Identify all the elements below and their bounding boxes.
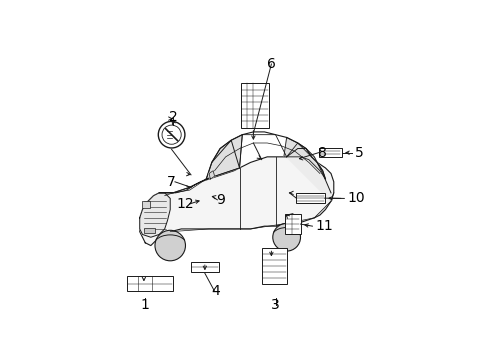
Polygon shape [140, 157, 333, 246]
Text: 5: 5 [354, 146, 363, 160]
Bar [127, 276, 173, 291]
Text: 6: 6 [266, 57, 275, 71]
Polygon shape [284, 138, 325, 179]
Text: 10: 10 [347, 192, 365, 206]
Text: 12: 12 [176, 197, 194, 211]
Text: 11: 11 [315, 219, 333, 233]
Bar [142, 201, 150, 208]
Text: 2: 2 [168, 110, 177, 123]
Polygon shape [159, 179, 208, 193]
Text: 3: 3 [271, 298, 279, 312]
Text: 8: 8 [318, 146, 326, 160]
Text: 4: 4 [211, 284, 220, 298]
Polygon shape [286, 149, 330, 201]
Bar [241, 84, 268, 128]
Bar [261, 248, 286, 284]
Bar [191, 262, 218, 272]
Text: 7: 7 [167, 175, 176, 189]
Polygon shape [140, 193, 170, 237]
Bar [143, 228, 155, 233]
Bar [296, 193, 324, 203]
Polygon shape [208, 171, 214, 179]
Bar [318, 148, 341, 157]
Circle shape [272, 223, 300, 251]
Text: 9: 9 [215, 193, 224, 207]
Circle shape [155, 230, 185, 261]
Text: 1: 1 [141, 298, 149, 312]
Bar [285, 214, 300, 234]
Polygon shape [206, 135, 242, 179]
